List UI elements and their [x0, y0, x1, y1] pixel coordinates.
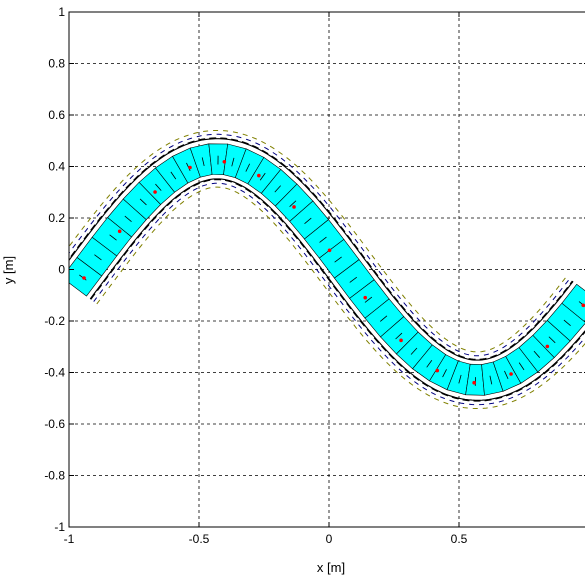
- segment-tick: [426, 359, 433, 368]
- y-tick-label: -0.6: [44, 417, 65, 431]
- segment-tick: [259, 172, 266, 181]
- boundary-line: [69, 130, 567, 353]
- x-tick-label: 0.5: [451, 532, 468, 546]
- position-marker: [327, 248, 332, 253]
- x-tick-label: 0: [326, 532, 333, 546]
- segment-tick: [201, 157, 205, 167]
- segment-tick: [155, 183, 162, 191]
- position-marker: [435, 368, 440, 373]
- position-marker: [222, 159, 227, 164]
- position-marker: [545, 344, 550, 349]
- position-marker: [399, 338, 403, 343]
- y-tick-label: 0.8: [48, 57, 65, 71]
- y-tick-label: 1: [58, 5, 65, 19]
- y-tick-label: 0: [58, 263, 65, 277]
- position-marker: [188, 165, 192, 170]
- segment-tick: [379, 315, 388, 322]
- position-marker: [363, 295, 368, 300]
- segment-tick: [518, 362, 525, 371]
- segment-tick: [563, 319, 571, 327]
- y-tick-label: -0.8: [44, 469, 65, 483]
- inner-edge-line: [69, 138, 574, 361]
- boundary-line: [96, 186, 585, 409]
- segment-tick: [504, 370, 509, 380]
- axis-ticks: -1 -0.5 0 0.5 1 -1 -0.8 -0.6 -0.4 -0.2 0 0.2 0.4 0.6 0…: [44, 5, 585, 546]
- segment-tick: [364, 296, 373, 303]
- x-axis-label: x [m]: [317, 560, 345, 575]
- boundary-line: [69, 133, 570, 357]
- track-segment: [561, 283, 585, 323]
- position-marker: [82, 276, 86, 280]
- segment-tick: [245, 163, 251, 172]
- segment-tick: [458, 374, 462, 384]
- y-tick-label: -0.4: [44, 366, 65, 380]
- y-tick-label: 0.6: [48, 108, 65, 122]
- segment-tick: [186, 162, 191, 172]
- position-marker: [472, 380, 476, 385]
- position-marker: [581, 303, 585, 308]
- position-marker: [153, 190, 157, 194]
- segment-tick: [109, 234, 117, 241]
- segment-tick: [231, 157, 235, 167]
- y-axis-label: y [m]: [1, 256, 16, 284]
- y-tick-label: 0.2: [48, 211, 65, 225]
- segment-tick: [124, 215, 132, 223]
- segment-tick: [334, 256, 342, 263]
- axes-frame: [68, 11, 585, 528]
- y-tick-label: -0.2: [44, 314, 65, 328]
- segment-tick: [442, 369, 447, 378]
- grid-lines: [69, 12, 585, 527]
- segment-tick: [533, 350, 541, 358]
- segment-tick: [139, 198, 147, 206]
- segment-tick: [170, 171, 177, 180]
- segment-tick: [349, 276, 358, 283]
- position-marker: [257, 173, 261, 178]
- segment-tick: [289, 200, 297, 208]
- track-band: [69, 130, 585, 409]
- inner-edge-line: [89, 178, 585, 401]
- x-tick-label: -1: [64, 532, 75, 546]
- segment-tick: [94, 254, 102, 261]
- y-tick-label: -1: [54, 520, 65, 534]
- position-marker: [509, 372, 513, 376]
- segment-tick: [395, 332, 403, 340]
- position-marker: [117, 229, 122, 234]
- segment-tick: [548, 336, 556, 344]
- segment-tick: [319, 236, 327, 243]
- segment-tick: [410, 347, 418, 355]
- segment-tick: [304, 217, 312, 224]
- x-tick-label: -0.5: [189, 532, 210, 546]
- segment-tick: [489, 375, 493, 385]
- boundary-line: [93, 182, 585, 406]
- segment-tick: [274, 185, 281, 193]
- position-marker: [292, 205, 296, 209]
- y-tick-label: 0.4: [48, 160, 65, 174]
